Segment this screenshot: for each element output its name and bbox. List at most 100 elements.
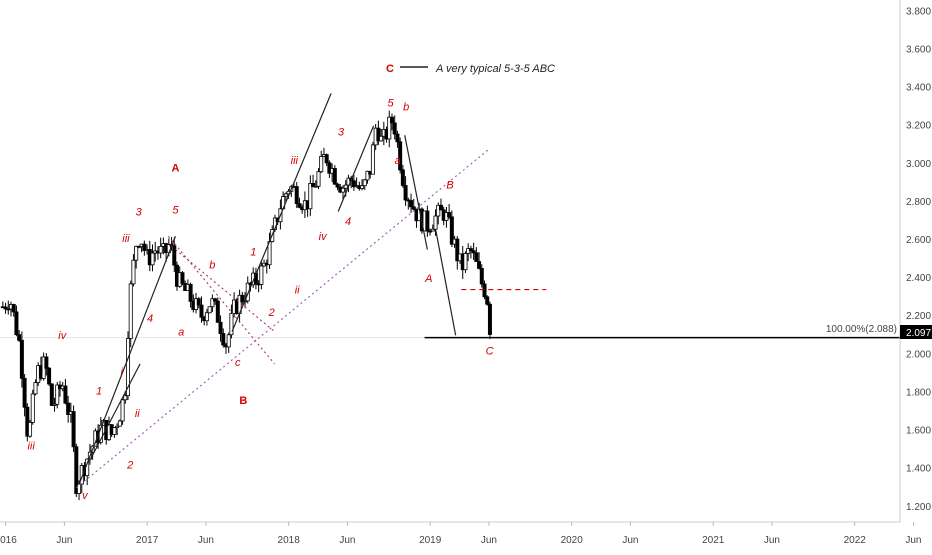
y-tick-label: 3.000 xyxy=(906,159,931,170)
candle-body xyxy=(447,212,452,218)
candle-body xyxy=(400,169,405,186)
candle-body xyxy=(188,283,193,302)
candle-body xyxy=(158,245,163,254)
y-tick-label: 2.400 xyxy=(906,273,931,284)
candle-body xyxy=(379,135,384,142)
candle-body xyxy=(370,144,375,175)
candle-body xyxy=(340,187,345,193)
candle-body xyxy=(142,243,147,251)
candle-body xyxy=(365,170,370,181)
candle-body xyxy=(196,298,201,306)
candle-body xyxy=(30,393,35,423)
candle-body xyxy=(398,141,403,171)
candle-body xyxy=(487,303,492,335)
wave-label: iv xyxy=(58,330,67,342)
y-tick-label: 1.200 xyxy=(906,502,931,513)
candle-body xyxy=(471,250,476,254)
candle-body xyxy=(240,294,245,303)
wave-label: 2 xyxy=(268,307,275,319)
candle-body xyxy=(28,422,33,437)
wave-label: c xyxy=(235,357,241,369)
candle-body xyxy=(210,298,215,308)
candle-body xyxy=(327,162,332,174)
wave-label: ii xyxy=(295,284,300,296)
candle-body xyxy=(33,382,38,395)
wave-label: 5 xyxy=(388,98,395,110)
last-price-badge: 2.097 xyxy=(900,325,932,339)
y-tick-label: 2.000 xyxy=(906,349,931,360)
candle-body xyxy=(308,183,313,210)
wave-label: B xyxy=(239,395,247,407)
y-tick-label: 2.800 xyxy=(906,197,931,208)
x-tick-label: Jun xyxy=(339,535,355,546)
legend-wave-label: C xyxy=(386,63,394,75)
wave-label: iii xyxy=(122,233,130,245)
wave-label: i xyxy=(120,366,123,378)
candle-body xyxy=(403,185,408,201)
candle-body xyxy=(117,420,122,427)
candle-body xyxy=(134,245,139,261)
y-tick-label: 3.400 xyxy=(906,83,931,94)
wave-label: b xyxy=(209,260,215,272)
candle-body xyxy=(389,116,394,124)
candle-body xyxy=(207,306,212,314)
trend-line xyxy=(175,249,275,332)
candle-body xyxy=(297,203,302,208)
candle-body xyxy=(221,333,226,346)
candle-body xyxy=(44,356,49,369)
x-tick-label: 2018 xyxy=(278,535,301,546)
wave-label: 3 xyxy=(136,206,143,218)
wave-label: v xyxy=(82,490,89,502)
candle-body xyxy=(313,185,318,188)
candle-body xyxy=(479,268,484,285)
candle-body xyxy=(259,265,264,285)
candle-body xyxy=(362,179,367,187)
candle-body xyxy=(49,383,54,406)
wave-label: ii xyxy=(135,408,140,420)
y-tick-label: 1.400 xyxy=(906,464,931,475)
last-price-badge-bg xyxy=(900,325,932,339)
candle-body xyxy=(395,133,400,143)
candle-body xyxy=(392,122,397,135)
legend-text: A very typical 5-3-5 ABC xyxy=(435,63,555,75)
candle-body xyxy=(77,483,82,494)
candle-body xyxy=(52,403,57,406)
candle-body xyxy=(131,259,136,285)
trend-line xyxy=(78,236,177,485)
x-tick-label: Jun xyxy=(481,535,497,546)
x-tick-label: 2020 xyxy=(561,535,584,546)
legend: C A very typical 5-3-5 ABC xyxy=(386,63,555,75)
candle-body xyxy=(294,186,299,204)
wave-label: 2 xyxy=(126,460,133,472)
x-tick-label: 2016 xyxy=(0,535,17,546)
trend-line xyxy=(337,125,375,212)
candle-body xyxy=(213,298,218,302)
candle-body xyxy=(25,406,30,437)
y-tick-label: 2.200 xyxy=(906,311,931,322)
wave-label: 4 xyxy=(147,313,153,325)
wave-label: A xyxy=(171,162,179,174)
candle-body xyxy=(128,283,133,339)
x-tick-label: Jun xyxy=(905,535,921,546)
candle-body xyxy=(409,200,414,208)
x-tick-label: 2019 xyxy=(419,535,442,546)
candle-body xyxy=(332,168,337,185)
candle-body xyxy=(438,204,443,211)
candle-body xyxy=(430,228,435,232)
trend-line xyxy=(231,93,332,332)
x-tick-label: Jun xyxy=(198,535,214,546)
wave-label: iv xyxy=(319,231,328,243)
y-tick-label: 3.800 xyxy=(906,6,931,17)
candle-body xyxy=(126,338,131,397)
candle-body xyxy=(436,204,441,217)
candle-body xyxy=(482,283,487,298)
wave-label: 3 xyxy=(338,126,345,138)
wave-label: 1 xyxy=(96,385,102,397)
candle-body xyxy=(468,248,473,252)
trend-line xyxy=(76,148,490,489)
candle-body xyxy=(74,446,79,494)
candle-body xyxy=(47,367,52,385)
trend-line xyxy=(404,135,428,250)
